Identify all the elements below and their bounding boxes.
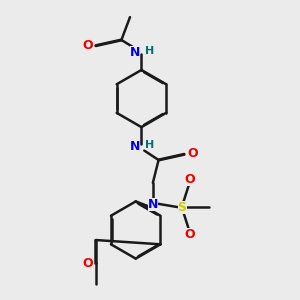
Text: O: O bbox=[82, 39, 93, 52]
Text: H: H bbox=[145, 140, 154, 150]
Text: H: H bbox=[145, 46, 154, 56]
Text: N: N bbox=[148, 198, 158, 212]
Text: O: O bbox=[82, 257, 93, 270]
Text: N: N bbox=[130, 46, 140, 59]
Text: S: S bbox=[178, 201, 187, 214]
Text: O: O bbox=[187, 147, 198, 160]
Text: O: O bbox=[185, 173, 195, 186]
Text: N: N bbox=[130, 140, 140, 153]
Text: O: O bbox=[185, 228, 195, 242]
